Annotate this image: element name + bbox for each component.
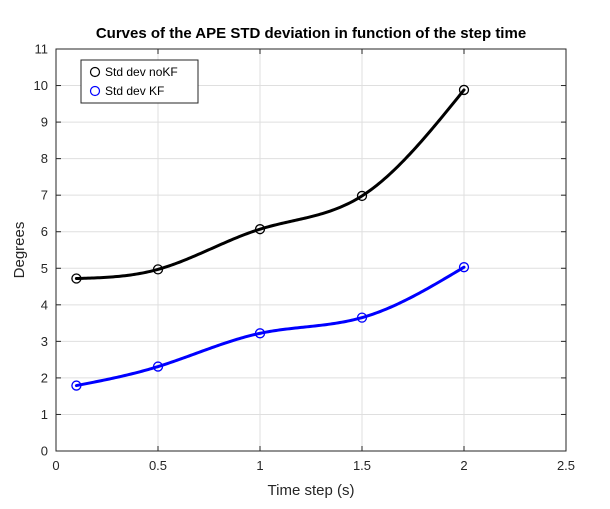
y-tick-label: 9 — [41, 115, 48, 130]
y-tick-label: 7 — [41, 188, 48, 203]
data-point — [458, 84, 470, 96]
y-axis-label: Degrees — [11, 222, 28, 279]
plot-area — [56, 49, 566, 451]
y-tick-label: 8 — [41, 151, 48, 166]
y-tick-label: 0 — [41, 444, 48, 459]
data-point — [356, 312, 368, 323]
data-point — [254, 328, 266, 339]
axes-box — [55, 48, 567, 452]
x-tick-label: 2.5 — [557, 458, 575, 473]
legend-label-kf: Std dev KF — [105, 84, 164, 98]
chart-title: Curves of the APE STD deviation in funct… — [96, 25, 526, 42]
y-tick-label: 2 — [41, 370, 48, 385]
data-point — [152, 264, 164, 275]
y-tick-label: 1 — [41, 407, 48, 422]
x-tick-label: 1.5 — [353, 458, 371, 473]
data-point — [71, 273, 82, 284]
legend-marker-kf — [89, 85, 101, 97]
data-point — [152, 361, 164, 372]
legend: Std dev noKF Std dev KF — [80, 59, 199, 104]
x-tick-label: 1 — [256, 458, 263, 473]
data-point — [458, 262, 470, 273]
y-tick-label: 10 — [34, 78, 48, 93]
data-point — [254, 224, 266, 235]
y-tick-label: 3 — [41, 334, 48, 349]
x-tick-label: 0.5 — [149, 458, 167, 473]
ticks: 0 0.5 1 1.5 2 2.5 0 1 2 3 4 5 6 7 8 9 10 11 — [34, 42, 576, 474]
x-tick-label: 2 — [460, 458, 467, 473]
y-tick-label: 6 — [41, 224, 48, 239]
y-tick-label: 4 — [41, 297, 48, 312]
legend-label-nokf: Std dev noKF — [105, 65, 178, 79]
data-point — [71, 380, 82, 391]
series-layer — [71, 84, 470, 391]
axes — [55, 48, 567, 452]
x-axis-label: Time step (s) — [268, 482, 355, 499]
legend-marker-nokf — [89, 66, 101, 78]
legend-box — [80, 59, 199, 104]
y-tick-label: 5 — [41, 261, 48, 276]
x-tick-label: 0 — [52, 458, 59, 473]
y-tick-label: 11 — [35, 42, 49, 57]
data-point — [356, 190, 368, 202]
series-line-0 — [74, 88, 466, 281]
series-line-1 — [74, 265, 466, 388]
